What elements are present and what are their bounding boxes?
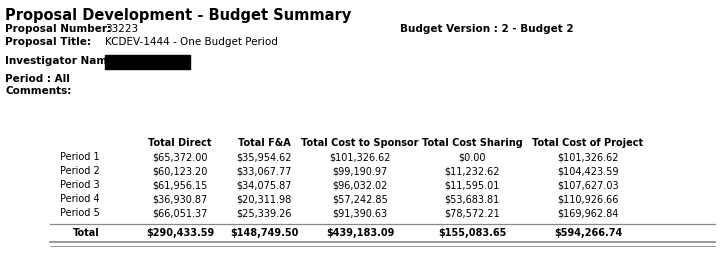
Text: Period 1: Period 1 [60,152,100,162]
Text: $107,627.03: $107,627.03 [557,180,618,190]
Text: Proposal Number:: Proposal Number: [5,24,111,34]
Text: Total Direct: Total Direct [148,138,212,148]
Text: Total Cost of Project: Total Cost of Project [532,138,644,148]
Text: $148,749.50: $148,749.50 [230,228,298,238]
Text: $101,326.62: $101,326.62 [557,152,618,162]
Text: $110,926.66: $110,926.66 [557,194,618,204]
Text: $53,683.81: $53,683.81 [444,194,500,204]
Text: Period 4: Period 4 [60,194,100,204]
Text: Comments:: Comments: [5,86,71,96]
Text: Period : All: Period : All [5,74,70,84]
Text: $0.00: $0.00 [458,152,486,162]
Text: Period 3: Period 3 [60,180,100,190]
Text: KCDEV-1444 - One Budget Period: KCDEV-1444 - One Budget Period [105,37,278,47]
Text: $169,962.84: $169,962.84 [557,208,618,218]
Text: 33223: 33223 [105,24,138,34]
Text: Investigator Name:: Investigator Name: [5,56,119,66]
Text: $20,311.98: $20,311.98 [236,194,292,204]
Text: $60,123.20: $60,123.20 [153,166,207,176]
Text: $439,183.09: $439,183.09 [326,228,394,238]
Text: $25,339.26: $25,339.26 [236,208,292,218]
Text: $78,572.21: $78,572.21 [444,208,500,218]
Text: $35,954.62: $35,954.62 [236,152,292,162]
Text: $91,390.63: $91,390.63 [333,208,387,218]
Text: $65,372.00: $65,372.00 [152,152,208,162]
Text: Period 2: Period 2 [60,166,100,176]
Text: $61,956.15: $61,956.15 [153,180,207,190]
Text: $96,032.02: $96,032.02 [333,180,387,190]
Text: Total Cost Sharing: Total Cost Sharing [422,138,523,148]
Text: Proposal Title:: Proposal Title: [5,37,91,47]
Text: $99,190.97: $99,190.97 [333,166,387,176]
Text: $594,266.74: $594,266.74 [554,228,622,238]
Text: $104,423.59: $104,423.59 [557,166,618,176]
Text: $290,433.59: $290,433.59 [146,228,214,238]
Text: $34,075.87: $34,075.87 [236,180,292,190]
Text: Proposal Development - Budget Summary: Proposal Development - Budget Summary [5,8,351,23]
Text: $66,051.37: $66,051.37 [153,208,207,218]
Text: $11,232.62: $11,232.62 [444,166,500,176]
Text: $101,326.62: $101,326.62 [329,152,391,162]
Text: Period 5: Period 5 [60,208,100,218]
Text: Budget Version : 2 - Budget 2: Budget Version : 2 - Budget 2 [400,24,574,34]
Text: Total F&A: Total F&A [238,138,290,148]
Text: $11,595.01: $11,595.01 [444,180,500,190]
Text: $57,242.85: $57,242.85 [332,194,388,204]
Bar [105,55,190,69]
Text: Total Cost to Sponsor: Total Cost to Sponsor [301,138,419,148]
Text: Total: Total [73,228,100,238]
Text: $33,067.77: $33,067.77 [236,166,292,176]
Text: $155,083.65: $155,083.65 [438,228,506,238]
Text: $36,930.87: $36,930.87 [153,194,207,204]
